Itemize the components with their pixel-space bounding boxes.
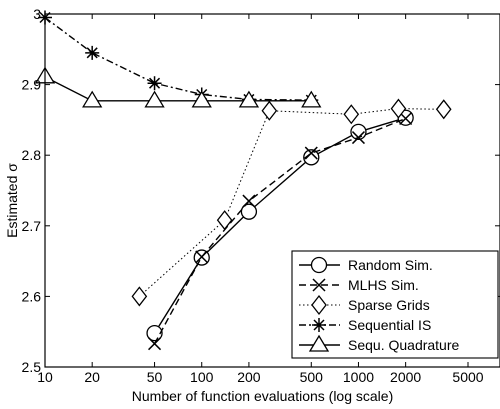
x-tick-label: 200: [237, 369, 261, 385]
legend-marker: [312, 318, 326, 332]
legend-label: Sequential IS: [348, 317, 431, 333]
legend-item: Random Sim.: [299, 256, 433, 274]
marker-triangle: [144, 90, 165, 108]
marker-x: [304, 146, 318, 160]
marker-x: [195, 250, 209, 264]
plot-frame: [44, 13, 500, 368]
series-layer: [34, 10, 452, 351]
marker-diamond: [131, 286, 148, 307]
marker-circle: [146, 324, 163, 342]
x-axis-label: Number of function evaluations (log scal…: [132, 388, 393, 404]
marker-asterisk: [312, 318, 326, 332]
legend-label: Sparse Grids: [348, 297, 430, 313]
data-point: [242, 194, 256, 208]
marker-asterisk: [147, 76, 162, 91]
marker-triangle: [301, 90, 322, 108]
x-tick-label: 2000: [390, 369, 421, 385]
legend-marker: [311, 294, 327, 316]
marker-x: [242, 194, 256, 208]
legend-item: Sequ. Quadrature: [299, 334, 460, 353]
data-point: [303, 149, 320, 166]
data-point: [435, 99, 452, 120]
y-axis-label: Estimated σ: [4, 163, 20, 238]
legend-marker: [310, 256, 328, 274]
series-sequential-is: [38, 10, 319, 108]
data-point: [191, 90, 212, 108]
y-tick-label: 2.9: [22, 77, 42, 93]
x-tick-label: 50: [147, 369, 163, 385]
data-point: [301, 90, 322, 108]
y-tick-label: 2.8: [22, 147, 42, 163]
data-point: [131, 286, 148, 307]
marker-x: [148, 337, 162, 351]
y-tick-label: 2.6: [22, 288, 42, 304]
data-point: [343, 104, 360, 125]
marker-diamond: [343, 104, 360, 125]
legend-item: MLHS Sim.: [299, 277, 419, 293]
data-point: [85, 45, 100, 60]
data-point: [304, 146, 318, 160]
data-point: [390, 98, 407, 119]
x-tick-label: 1000: [343, 369, 374, 385]
x-tick-label: 500: [300, 369, 324, 385]
marker-diamond: [216, 210, 233, 231]
data-point: [216, 210, 233, 231]
data-point: [351, 131, 365, 145]
data-point: [350, 123, 367, 141]
legend-label: MLHS Sim.: [348, 277, 419, 293]
data-point: [146, 324, 163, 342]
x-tick-label: 20: [84, 369, 100, 385]
series-line: [153, 117, 406, 345]
marker-circle: [310, 256, 328, 274]
axes-layer: 10 20 50 100 200 500 1000 2000 5000 2.5 2.6 2.7 2.8 2…: [4, 6, 500, 404]
y-tick-label: 2.5: [22, 359, 42, 375]
marker-x: [351, 131, 365, 145]
marker-triangle: [82, 90, 103, 108]
data-point: [261, 100, 278, 121]
x-tick-label: 10: [37, 369, 53, 385]
marker-x: [312, 278, 326, 292]
marker-asterisk: [85, 45, 100, 60]
series-sequ-quadrature: [34, 66, 322, 108]
legend-label: Sequ. Quadrature: [348, 337, 460, 353]
data-point: [82, 90, 103, 108]
legend-item: Sequential IS: [299, 317, 431, 333]
data-point: [144, 90, 165, 108]
x-tick-label: 5000: [452, 369, 483, 385]
marker-circle: [240, 203, 258, 220]
x-tick-label: 100: [190, 369, 214, 385]
marker-triangle: [191, 90, 212, 108]
data-point: [195, 250, 209, 264]
legend-item: Sparse Grids: [299, 294, 430, 316]
series-line: [44, 16, 312, 101]
marker-diamond: [261, 100, 278, 121]
marker-triangle: [308, 334, 330, 352]
data-point: [240, 203, 258, 220]
data-point: [148, 337, 162, 351]
series-line: [44, 76, 312, 102]
legend-label: Random Sim.: [348, 257, 433, 273]
marker-diamond: [311, 294, 327, 316]
marker-diamond: [435, 99, 452, 120]
legend: Random Sim. MLHS Sim. Sparse Grids Sequenti…: [291, 250, 499, 359]
series-sparse-grids: [131, 98, 452, 307]
data-point: [147, 76, 162, 91]
legend-marker: [308, 334, 330, 352]
y-tick-label: 2.7: [22, 218, 42, 234]
data-point: [238, 90, 260, 108]
marker-circle: [303, 149, 320, 166]
marker-circle: [350, 123, 367, 141]
marker-triangle: [238, 90, 260, 108]
legend-marker: [312, 278, 326, 292]
y-tick-label: 3: [33, 6, 41, 22]
marker-diamond: [390, 98, 407, 119]
